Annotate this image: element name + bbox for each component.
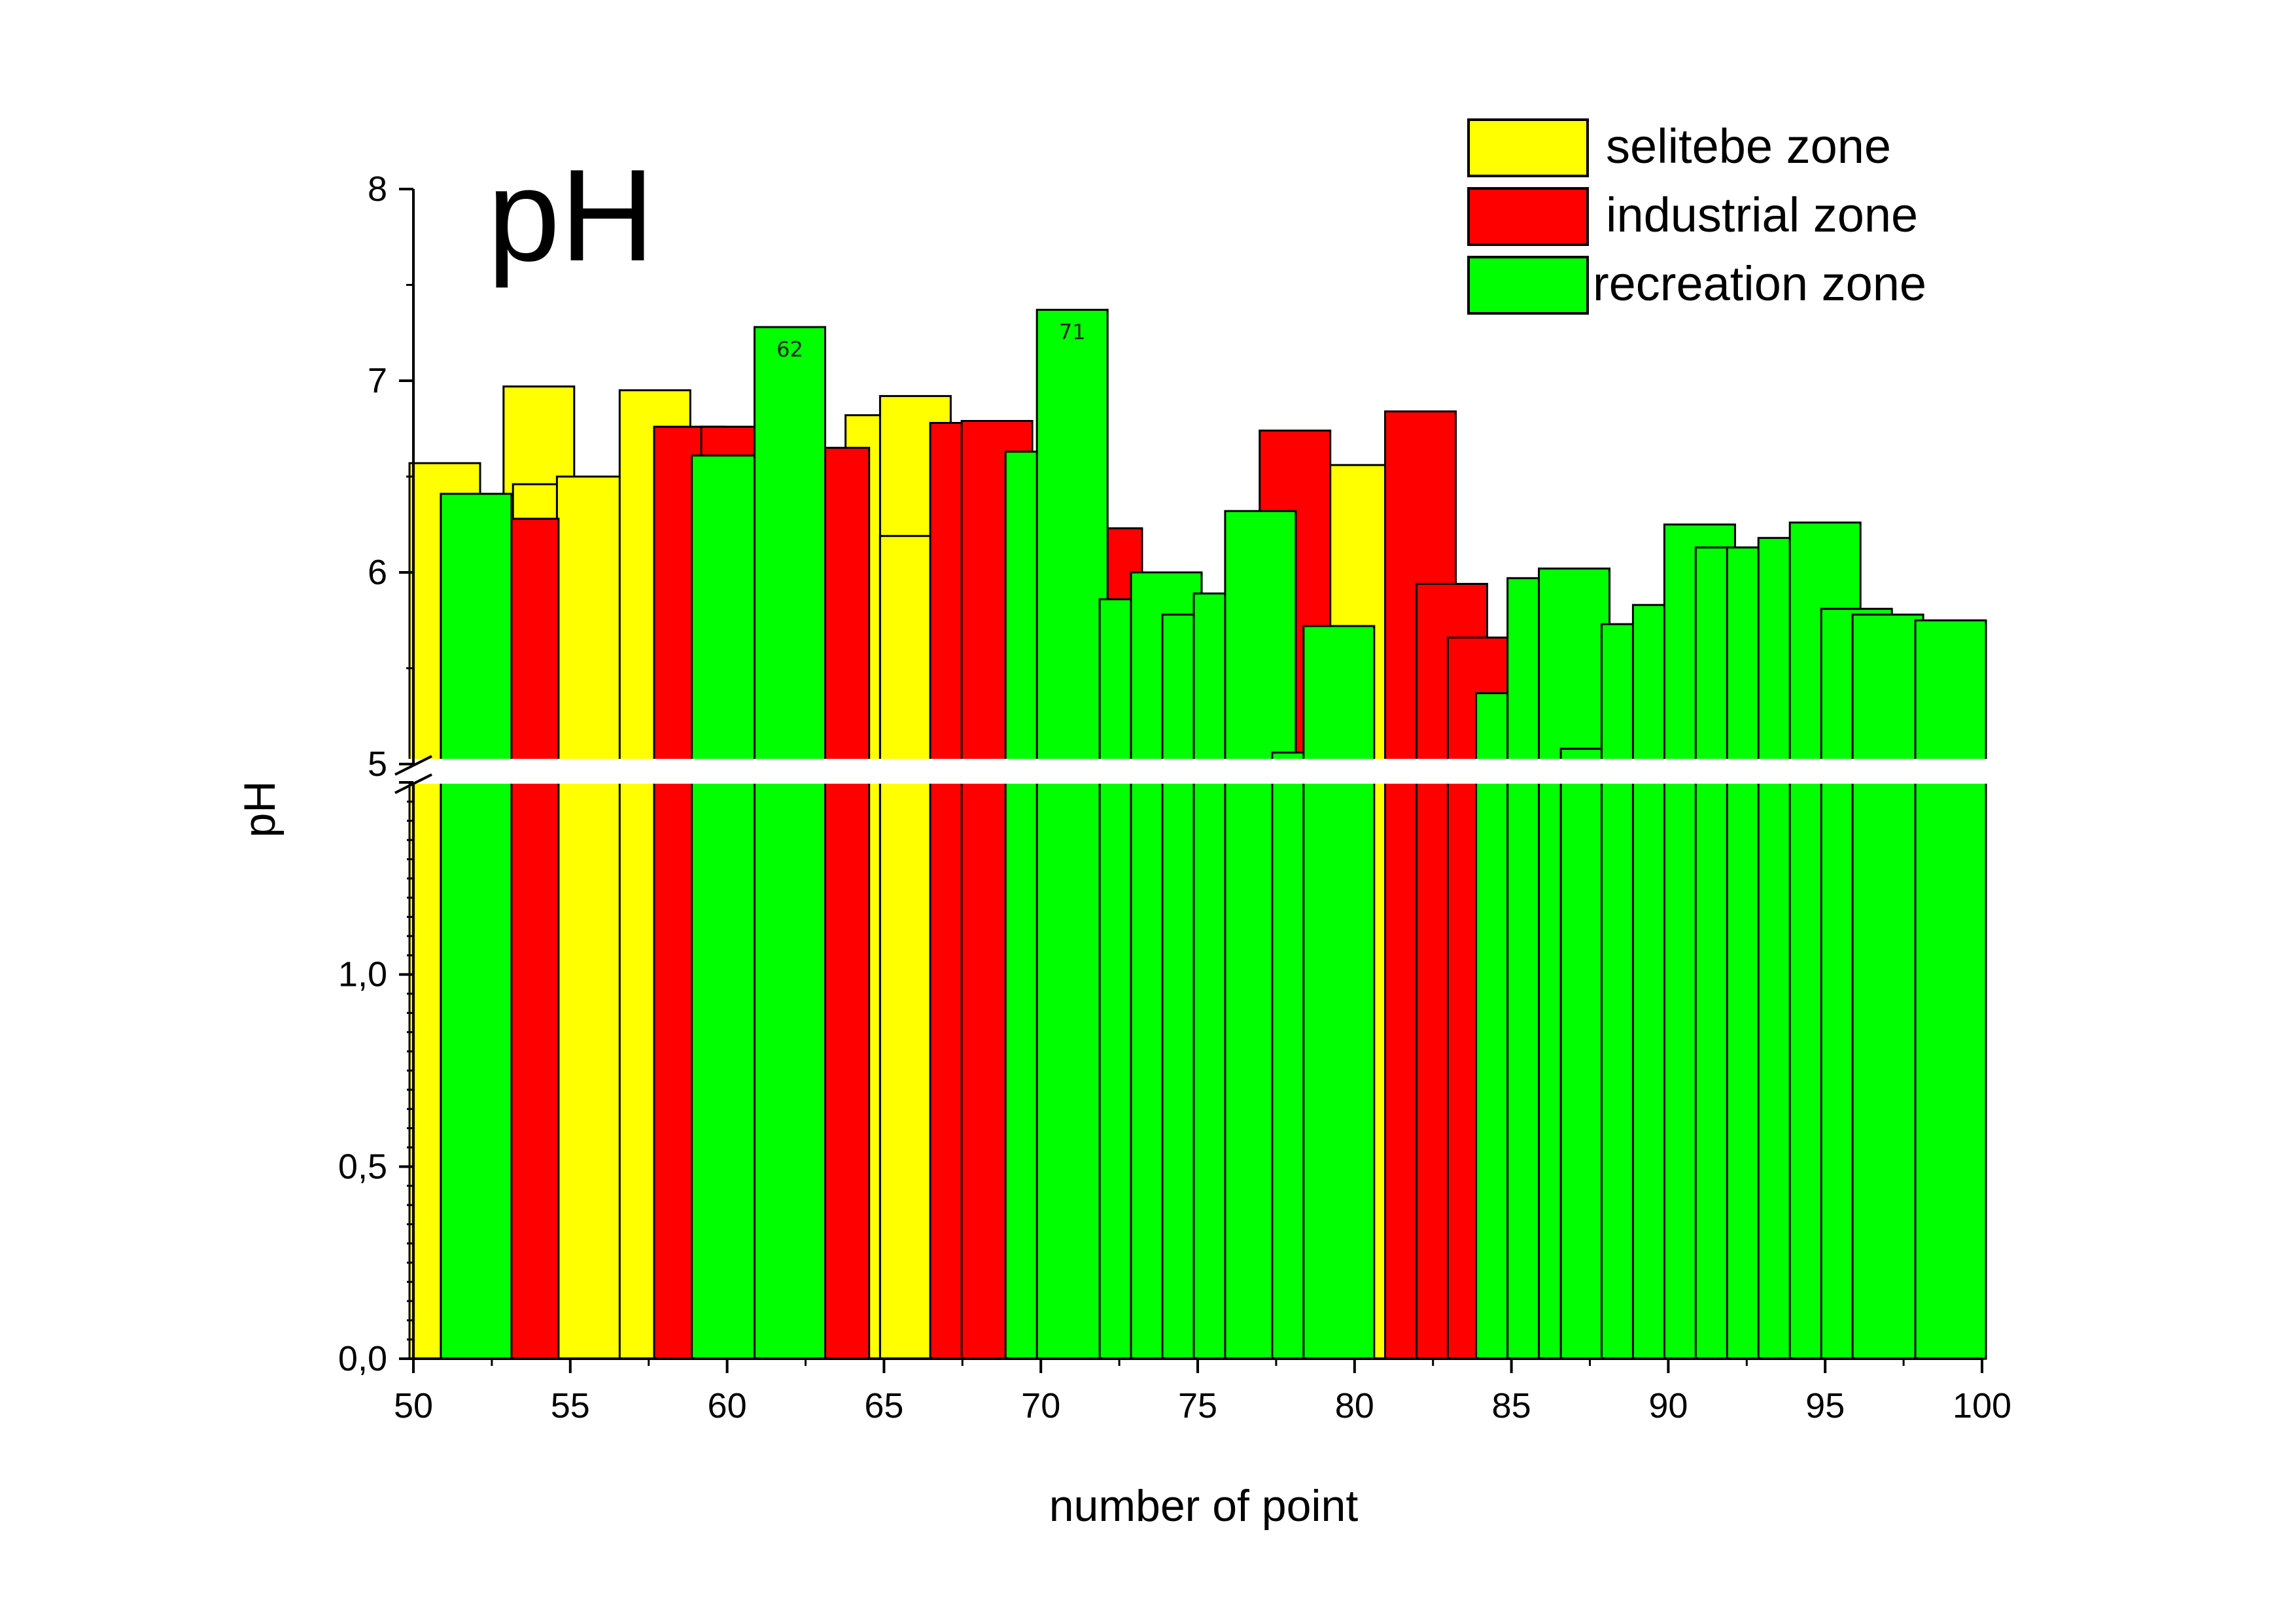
bar-selitebe-3 (555, 476, 629, 1360)
legend-swatch-recreation (1467, 256, 1589, 315)
y-lower-tick-label-2: 1,0 (338, 955, 387, 994)
y-upper-tick-label-7: 7 (368, 361, 387, 400)
x-tick-label-50: 50 (394, 1386, 433, 1425)
legend: selitebe zone industrial zone recreation z… (1467, 118, 1926, 315)
y-upper-tick-label-8: 8 (368, 169, 387, 209)
x-tick-label-85: 85 (1492, 1386, 1531, 1425)
axis-break-gap (366, 759, 1989, 784)
x-tick-label-75: 75 (1178, 1386, 1217, 1425)
axes-layer: 5 6 7 8 0,0 0,5 1,0 50 55 60 65 70 75 80 85 90 95 100 (338, 169, 2011, 1425)
bar-recreation-11 (1302, 625, 1376, 1360)
y-lower-tick-label-0: 0,0 (338, 1339, 387, 1378)
bar-recreation-1 (691, 454, 764, 1360)
x-tick-label-60: 60 (708, 1386, 747, 1425)
legend-label-recreation: recreation zone (1593, 256, 1926, 311)
bars-layer: 62 71 (408, 309, 1987, 1360)
bar-annotation-62: 62 (776, 337, 803, 362)
bar-recreation-4 (1035, 309, 1109, 1360)
x-tick-label-100: 100 (1953, 1386, 2011, 1425)
x-tick-label-55: 55 (551, 1386, 590, 1425)
chart-title: pH (487, 143, 655, 288)
bar-recreation-24 (1851, 614, 1924, 1360)
y-lower-tick-label-1: 0,5 (338, 1147, 387, 1186)
x-tick-label-95: 95 (1805, 1386, 1845, 1425)
bar-annotation-71: 71 (1059, 320, 1086, 345)
bar-recreation-0 (440, 493, 513, 1360)
x-tick-label-70: 70 (1021, 1386, 1060, 1425)
y-axis-title: pH (235, 781, 285, 838)
bar-recreation-25 (1914, 619, 1987, 1360)
legend-label-industrial: industrial zone (1606, 188, 1918, 242)
x-tick-label-90: 90 (1648, 1386, 1688, 1425)
y-upper-tick-label-6: 6 (368, 553, 387, 592)
bar-recreation-2 (754, 326, 826, 1360)
x-tick-label-80: 80 (1335, 1386, 1374, 1425)
labels-layer: pH number of point pH (235, 143, 1358, 1531)
legend-swatch-selitebe (1467, 118, 1589, 177)
x-tick-label-65: 65 (864, 1386, 903, 1425)
y-upper-tick-label-5: 5 (368, 744, 387, 784)
legend-label-selitebe: selitebe zone (1606, 119, 1891, 173)
legend-swatch-industrial (1467, 187, 1589, 246)
axis-break-band (366, 755, 1989, 794)
x-axis-title: number of point (1049, 1481, 1359, 1531)
